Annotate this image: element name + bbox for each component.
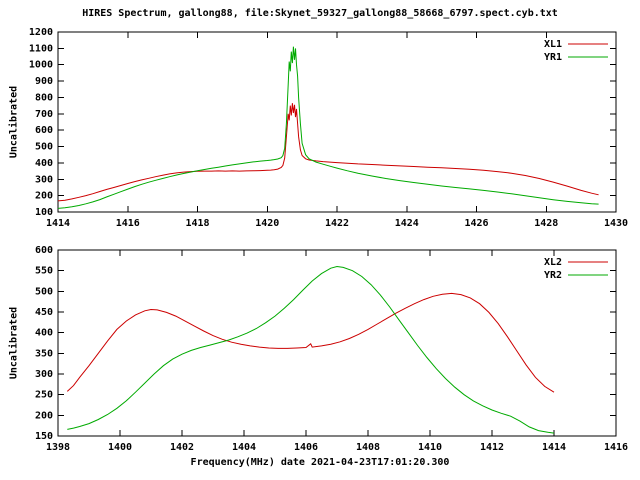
- y-tick-label: 450: [35, 307, 53, 318]
- series-XL1: [57, 103, 599, 202]
- y-tick-label: 400: [35, 158, 53, 169]
- y-tick-label: 1100: [29, 43, 53, 54]
- series-YR1: [57, 46, 599, 209]
- series-XL2: [66, 292, 555, 393]
- x-tick-label: 1422: [325, 218, 349, 229]
- y-tick-label: 600: [35, 245, 53, 256]
- x-axis-label: Frequency(MHz) date 2021-04-23T17:01:20.…: [190, 457, 450, 468]
- y-tick-label: 700: [35, 109, 53, 120]
- y-tick-label: 400: [35, 328, 53, 339]
- y-tick-label: 300: [35, 174, 53, 185]
- y-tick-label: 200: [35, 191, 53, 202]
- x-tick-label: 1420: [255, 218, 279, 229]
- y-tick-label: 900: [35, 76, 53, 87]
- series-YR2: [67, 265, 555, 434]
- x-tick-label: 1414: [46, 218, 70, 229]
- legend-label-YR1: YR1: [544, 52, 562, 63]
- x-tick-label: 1414: [542, 442, 566, 453]
- chart-title: HIRES Spectrum, gallong88, file:Skynet_5…: [82, 8, 558, 19]
- panel-1: 1414 1416 1418 1420 1422 1424 1426 1428 1430 100 2…: [29, 27, 628, 229]
- y-tick-label: 1200: [29, 27, 53, 38]
- x-tick-label: 1412: [480, 442, 504, 453]
- legend-label-XL2: XL2: [544, 257, 562, 268]
- y-tick-label: 100: [35, 207, 53, 218]
- y-tick-label: 250: [35, 390, 53, 401]
- y-tick-label: 1000: [29, 60, 53, 71]
- x-tick-label: 1404: [232, 442, 256, 453]
- x-tick-label: 1410: [418, 442, 442, 453]
- x-tick-label: 1424: [395, 218, 419, 229]
- x-tick-label: 1426: [464, 218, 488, 229]
- x-tick-label: 1428: [534, 218, 558, 229]
- y-tick-label: 500: [35, 142, 53, 153]
- x-tick-label: 1400: [108, 442, 132, 453]
- x-tick-label: 1402: [170, 442, 194, 453]
- x-tick-label: 1406: [294, 442, 318, 453]
- x-tick-label: 1408: [356, 442, 380, 453]
- y-tick-label: 200: [35, 410, 53, 421]
- x-tick-label: 1416: [604, 442, 628, 453]
- y-tick-label: 350: [35, 348, 53, 359]
- y-tick-label: 600: [35, 125, 53, 136]
- y-tick-label: 150: [35, 431, 53, 442]
- y-tick-label: 300: [35, 369, 53, 380]
- panel-2: 1398 1400 1402 1404 1406 1408 1410 1412 1414 1416…: [35, 245, 628, 453]
- axes: [57, 249, 617, 437]
- y-tick-label: 800: [35, 92, 53, 103]
- x-tick-label: 1418: [185, 218, 209, 229]
- x-tick-label: 1430: [604, 218, 628, 229]
- y-tick-label: 550: [35, 266, 53, 277]
- y-tick-label: 500: [35, 286, 53, 297]
- axes: [57, 31, 617, 213]
- legend-label-YR2: YR2: [544, 270, 562, 281]
- legend-label-XL1: XL1: [544, 39, 562, 50]
- x-tick-label: 1416: [116, 218, 140, 229]
- x-tick-label: 1398: [46, 442, 70, 453]
